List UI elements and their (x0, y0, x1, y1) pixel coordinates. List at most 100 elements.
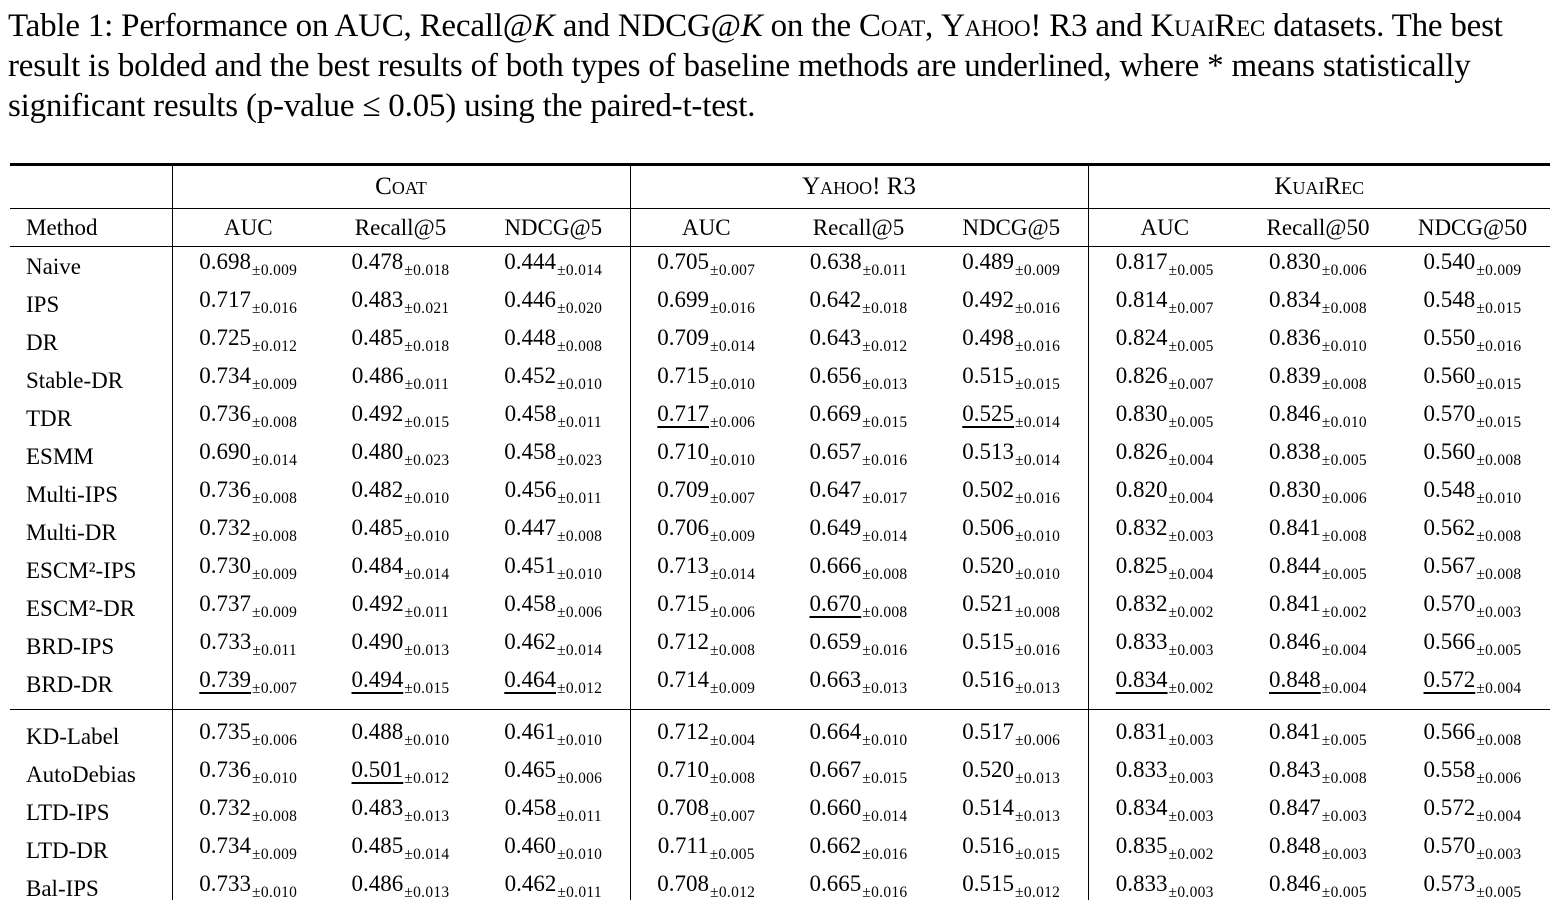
metric-value: 0.521 (962, 591, 1015, 616)
metric-value: 0.706 (657, 515, 710, 540)
metric-value: 0.447 (504, 515, 557, 540)
metric-value: 0.664 (809, 719, 862, 744)
metric-value: 0.666 (809, 553, 862, 578)
metric-header: Recall@5 (324, 208, 477, 247)
metric-cell: 0.570±0.015 (1395, 399, 1550, 437)
std-dev: ±0.020 (557, 300, 603, 317)
metric-value: 0.820 (1115, 477, 1168, 502)
table-body: Naive 0.698±0.009 0.478±0.018 0.444±0.014 0.… (10, 246, 1551, 900)
metric-value: 0.736 (199, 477, 252, 502)
std-dev: ±0.015 (1015, 846, 1061, 863)
std-dev: ±0.010 (1321, 338, 1367, 355)
method-cell: Stable-DR (26, 367, 124, 393)
metric-value: 0.824 (1115, 325, 1168, 350)
metric-value: 0.656 (809, 363, 862, 388)
metric-cell: 0.733±0.011 (171, 627, 324, 665)
metric-cell: 0.560±0.008 (1395, 437, 1550, 475)
metric-cell: 0.446±0.020 (477, 285, 630, 323)
metric-value: 0.573 (1423, 871, 1476, 896)
dataset-group-header: Yahoo! R3 (629, 164, 1089, 209)
std-dev: ±0.003 (1476, 604, 1522, 621)
std-dev: ±0.014 (557, 642, 603, 659)
metric-cell: 0.657±0.016 (782, 437, 935, 475)
table-row: BRD-IPS 0.733±0.011 0.490±0.013 0.462±0.014… (10, 627, 1550, 665)
metric-value: 0.464 (504, 667, 557, 692)
std-dev: ±0.006 (1321, 490, 1367, 507)
metric-value: 0.502 (962, 477, 1015, 502)
metric-cell: 0.562±0.008 (1395, 513, 1550, 551)
metric-cell: 0.498±0.016 (935, 323, 1088, 361)
table-row: Multi-DR 0.732±0.008 0.485±0.010 0.447±0.00… (10, 513, 1550, 551)
caption-segment: datasets. The best result is bolded and … (8, 8, 1503, 124)
caption-segment: and (1087, 8, 1151, 44)
metric-value: 0.638 (809, 249, 862, 274)
results-table: Coat Yahoo! R3 KuaiRec Method AUC Recall@5 N… (10, 163, 1551, 900)
metric-cell: 0.485±0.018 (324, 323, 477, 361)
metric-value: 0.734 (199, 363, 252, 388)
std-dev: ±0.003 (1321, 808, 1367, 825)
metric-value: 0.482 (351, 477, 404, 502)
metric-value: 0.711 (657, 833, 709, 858)
metric-cell: 0.664±0.010 (782, 710, 935, 756)
std-dev: ±0.015 (862, 770, 908, 787)
std-dev: ±0.012 (557, 680, 603, 697)
metric-cell: 0.560±0.015 (1395, 361, 1550, 399)
metric-value: 0.830 (1269, 477, 1321, 502)
std-dev: ±0.014 (404, 566, 450, 583)
metric-value: 0.486 (351, 871, 404, 896)
std-dev: ±0.013 (862, 680, 908, 697)
std-dev: ±0.009 (710, 528, 756, 545)
metric-cell: 0.830±0.006 (1241, 475, 1395, 513)
metric-value: 0.733 (199, 629, 252, 654)
std-dev: ±0.016 (710, 300, 756, 317)
table-row: DR 0.725±0.012 0.485±0.018 0.448±0.008 0.709… (10, 323, 1550, 361)
std-dev: ±0.007 (1168, 300, 1214, 317)
std-dev: ±0.004 (1168, 490, 1214, 507)
metric-cell: 0.846±0.004 (1241, 627, 1395, 665)
metric-value: 0.708 (657, 795, 710, 820)
metric-cell: 0.456±0.011 (477, 475, 630, 513)
std-dev: ±0.016 (1015, 490, 1061, 507)
table-row: IPS 0.717±0.016 0.483±0.021 0.446±0.020 0.69… (10, 285, 1550, 323)
metric-cell: 0.826±0.004 (1087, 437, 1242, 475)
metric-cell: 0.734±0.009 (171, 361, 324, 399)
metric-value: 0.657 (809, 439, 862, 464)
metric-value: 0.732 (199, 795, 252, 820)
std-dev: ±0.002 (1168, 846, 1214, 863)
std-dev: ±0.016 (252, 300, 298, 317)
metric-header: NDCG@5 (935, 208, 1089, 247)
metric-cell: 0.486±0.011 (324, 361, 477, 399)
metric-value: 0.562 (1423, 515, 1476, 540)
metric-cell: 0.516±0.013 (935, 665, 1089, 710)
metric-value: 0.717 (657, 401, 710, 426)
std-dev: ±0.004 (1476, 680, 1522, 697)
metric-cell: 0.715±0.006 (629, 589, 782, 627)
metric-cell: 0.520±0.010 (935, 551, 1088, 589)
metric-cell: 0.717±0.006 (629, 399, 782, 437)
std-dev: ±0.015 (1476, 414, 1522, 431)
std-dev: ±0.010 (710, 452, 756, 469)
metric-value: 0.814 (1115, 287, 1168, 312)
std-dev: ±0.013 (404, 642, 450, 659)
metric-cell: 0.458±0.011 (477, 399, 630, 437)
metric-value: 0.514 (962, 795, 1015, 820)
std-dev: ±0.018 (404, 262, 450, 279)
metric-cell: 0.839±0.008 (1241, 361, 1395, 399)
dataset-group-header-row: Coat Yahoo! R3 KuaiRec (10, 164, 1551, 209)
std-dev: ±0.005 (1321, 452, 1367, 469)
std-dev: ±0.016 (862, 452, 908, 469)
metric-cell: 0.714±0.009 (629, 665, 782, 710)
metric-cell: 0.698±0.009 (171, 246, 324, 285)
metric-value: 0.843 (1269, 757, 1321, 782)
metric-value: 0.517 (962, 719, 1015, 744)
metric-cell: 0.570±0.003 (1395, 831, 1550, 869)
metric-cell: 0.660±0.014 (782, 793, 935, 831)
metric-value: 0.826 (1115, 363, 1168, 388)
metric-value: 0.736 (199, 757, 252, 782)
metric-cell: 0.501±0.012 (324, 755, 477, 793)
metric-cell: 0.567±0.008 (1395, 551, 1550, 589)
metric-cell: 0.832±0.002 (1087, 589, 1242, 627)
metric-cell: 0.515±0.015 (935, 361, 1088, 399)
metric-value: 0.831 (1115, 719, 1168, 744)
metric-value: 0.667 (809, 757, 862, 782)
